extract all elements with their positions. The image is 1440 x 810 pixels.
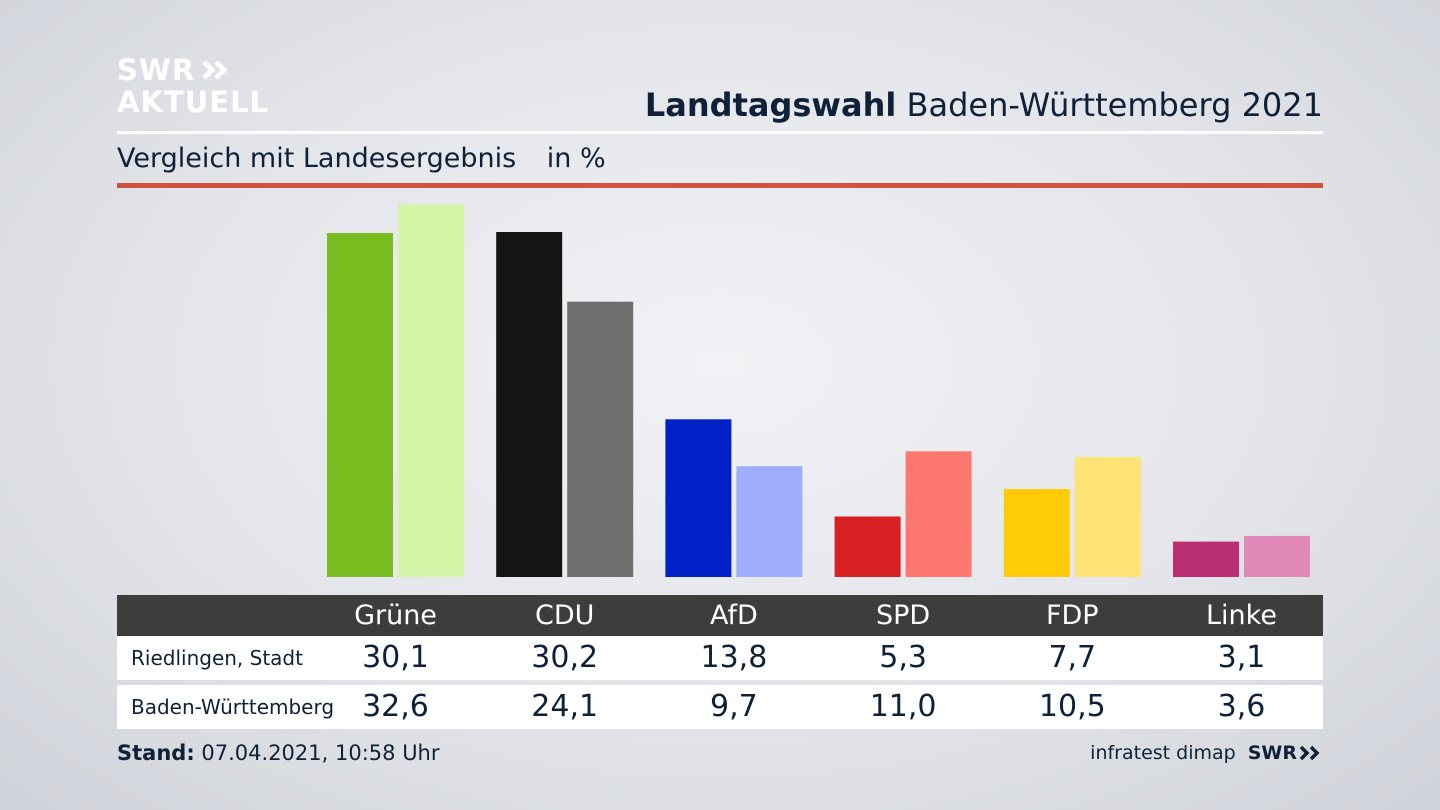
bar-state-linke [1244, 535, 1310, 577]
value-cell: 24,1 [531, 689, 599, 724]
double-chevron-icon [202, 60, 228, 80]
unit-label: in % [546, 143, 606, 174]
bar-local-linke [1173, 541, 1239, 577]
value-cell: 13,8 [700, 640, 768, 675]
timestamp: Stand: 07.04.2021, 10:58 Uhr [117, 741, 440, 765]
results-table: Grüne CDU AfD SPD FDP Linke Riedlingen, Stadt… [117, 595, 1323, 729]
source-credit: infratest dimap SWR [1090, 742, 1323, 764]
bar-state-cdu [567, 301, 634, 577]
bar-state-afd [736, 466, 803, 577]
value-cell: 5,3 [879, 640, 927, 675]
column-header: FDP [1045, 600, 1099, 631]
value-cell: 11,0 [869, 689, 937, 724]
column-header: SPD [875, 600, 931, 631]
subtitle-text: Vergleich mit Landesergebnis [117, 143, 517, 174]
value-cell: 3,1 [1217, 640, 1266, 675]
value-cell: 10,5 [1038, 689, 1106, 724]
value-cell: 30,1 [362, 640, 429, 675]
swr-footer-text: SWR [1247, 742, 1297, 764]
table-header: Grüne CDU AfD SPD FDP Linke [117, 595, 1323, 636]
bar-local-afd [665, 419, 732, 577]
bar-state-fdp [1074, 457, 1141, 577]
bar-state-grüne [398, 204, 464, 577]
value-cell: 3,6 [1217, 689, 1266, 724]
table-row: Baden-Württemberg 32,6 24,1 9,7 11,0 10,5 3,6 [117, 685, 1323, 729]
accent-divider [117, 183, 1323, 188]
chart-subtitle: Vergleich mit Landesergebnis in % [117, 143, 606, 174]
table-row: Riedlingen, Stadt 30,1 30,2 13,8 5,3 7,7 3,1 [117, 636, 1323, 680]
logo-line-1: SWR [117, 53, 196, 87]
column-header: Linke [1206, 600, 1277, 631]
stand-label: Stand: [117, 741, 195, 765]
bar-local-cdu [496, 232, 563, 577]
double-chevron-icon [1299, 745, 1320, 761]
value-cell: 30,2 [531, 640, 599, 675]
title-divider [117, 131, 1323, 134]
value-cell: 32,6 [362, 689, 429, 724]
value-cell: 9,7 [710, 689, 758, 724]
bar-local-grüne [327, 233, 393, 577]
column-header: CDU [534, 600, 595, 631]
column-header: Grüne [354, 600, 437, 631]
swr-footer-logo: SWR [1248, 742, 1323, 764]
bar-state-spd [905, 451, 972, 577]
bar-local-fdp [1003, 489, 1070, 577]
row-label: Baden-Württemberg [131, 695, 335, 719]
column-header: AfD [709, 600, 758, 631]
value-cell: 7,7 [1048, 640, 1097, 675]
bar-chart [327, 204, 1310, 577]
swr-aktuell-logo: SWR AKTUELL [117, 54, 269, 118]
stand-value: 07.04.2021, 10:58 Uhr [201, 741, 440, 765]
row-label: Riedlingen, Stadt [131, 646, 303, 670]
bar-local-spd [834, 516, 901, 577]
page-title: Landtagswahl Baden-Württemberg 2021 [645, 86, 1323, 124]
title-bold: Landtagswahl [644, 86, 897, 124]
logo-line-2: AKTUELL [117, 85, 270, 119]
source-text: infratest dimap [1090, 742, 1236, 764]
title-rest: Baden-Württemberg 2021 [906, 86, 1324, 124]
